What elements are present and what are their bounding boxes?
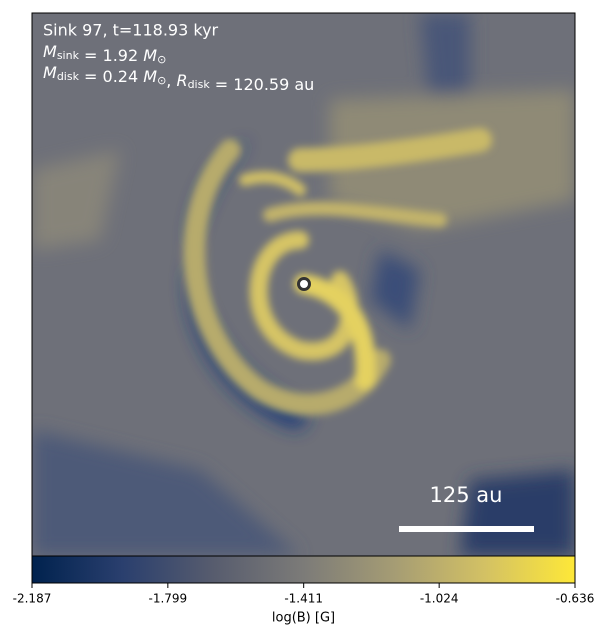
annotation-text: M: [143, 46, 157, 65]
scale-bar-label: 125 au: [430, 483, 503, 507]
annotation-text: R: [176, 71, 187, 90]
annotation-text: = 120.59 au: [210, 75, 315, 94]
annotation-sub: ⊙: [157, 53, 166, 66]
tick-label: -1.024: [420, 592, 459, 606]
title: Sink 97, t=118.93 kyr: [43, 21, 219, 40]
annotation-text: ,: [166, 71, 176, 90]
annotation-text: M: [43, 63, 57, 82]
annotation-sub: disk: [57, 70, 80, 83]
tick-label: -1.799: [148, 592, 187, 606]
colorbar-label: log(B) [G]: [272, 611, 335, 626]
annotation-line: Msink = 1.92 M⊙: [43, 42, 166, 67]
annotation-text: M: [143, 67, 157, 86]
tick-label: -2.187: [13, 592, 52, 606]
annotation-sub: sink: [57, 49, 80, 62]
annotation-sub: ⊙: [157, 74, 166, 87]
annotation-text: = 1.92: [79, 46, 143, 65]
colorbar: [31, 555, 576, 584]
field-image: [32, 13, 575, 556]
annotation-line: Mdisk = 0.24 M⊙, Rdisk = 120.59 au: [43, 63, 314, 94]
annotation-text: M: [43, 42, 57, 61]
tick-label: -1.411: [284, 592, 323, 606]
colorbar-ticks: -2.187 -1.799 -1.411 -1.024 -0.636: [13, 583, 595, 606]
annotation-sub: disk: [188, 78, 211, 91]
annotations: Msink = 1.92 M⊙Mdisk = 0.24 M⊙, Rdisk = …: [43, 42, 314, 94]
annotation-text: = 0.24: [79, 67, 143, 86]
tick-label: -0.636: [556, 592, 595, 606]
sink-marker: [297, 277, 311, 291]
